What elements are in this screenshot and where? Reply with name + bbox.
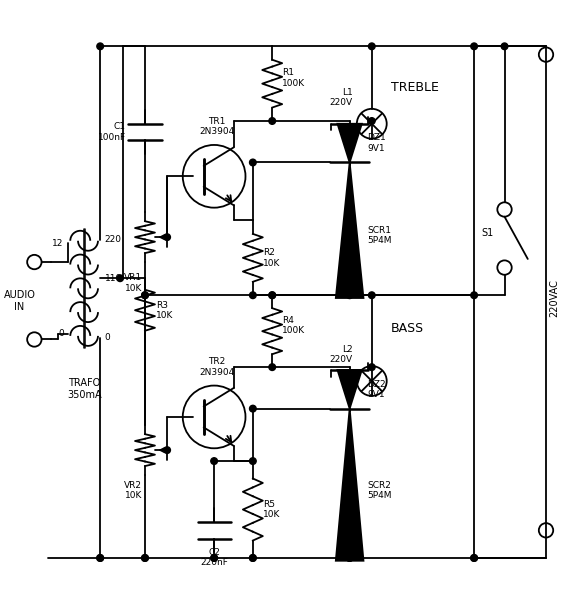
- Text: DZ2
9V1: DZ2 9V1: [367, 380, 386, 399]
- Text: SCR1
5P4M: SCR1 5P4M: [367, 226, 392, 246]
- Circle shape: [368, 364, 375, 371]
- Circle shape: [164, 234, 170, 240]
- Circle shape: [471, 292, 477, 299]
- Text: TRAFO
350mA: TRAFO 350mA: [67, 378, 102, 400]
- Text: R5
10K: R5 10K: [263, 500, 280, 519]
- Text: DZ1
9V1: DZ1 9V1: [367, 134, 386, 153]
- Circle shape: [211, 555, 218, 561]
- Text: C2
220nF: C2 220nF: [200, 548, 228, 567]
- Circle shape: [269, 364, 276, 371]
- Polygon shape: [336, 409, 363, 561]
- Circle shape: [142, 292, 148, 299]
- Text: AUDIO
IN: AUDIO IN: [3, 290, 36, 312]
- Text: 0: 0: [58, 329, 64, 338]
- Text: 12: 12: [52, 238, 64, 247]
- Text: TREBLE: TREBLE: [391, 81, 439, 94]
- Text: BASS: BASS: [391, 322, 424, 335]
- Circle shape: [249, 555, 256, 561]
- Circle shape: [249, 458, 256, 464]
- Text: VR2
10K: VR2 10K: [124, 480, 142, 500]
- Text: R1
100K: R1 100K: [282, 69, 305, 88]
- Circle shape: [211, 555, 218, 561]
- Circle shape: [471, 555, 477, 561]
- Circle shape: [501, 43, 508, 49]
- Polygon shape: [337, 370, 362, 409]
- Circle shape: [117, 275, 124, 281]
- Text: R2
10K: R2 10K: [263, 248, 280, 268]
- Text: 220: 220: [104, 235, 122, 244]
- Circle shape: [249, 405, 256, 412]
- Circle shape: [471, 43, 477, 49]
- Circle shape: [346, 555, 353, 561]
- Text: 110: 110: [104, 274, 122, 283]
- Circle shape: [368, 117, 375, 125]
- Text: TR2
2N3904: TR2 2N3904: [199, 357, 235, 377]
- Text: C1
100nF: C1 100nF: [98, 122, 126, 142]
- Text: 0: 0: [104, 333, 111, 342]
- Circle shape: [346, 292, 353, 299]
- Circle shape: [164, 447, 170, 454]
- Circle shape: [269, 292, 276, 299]
- Circle shape: [97, 43, 104, 49]
- Text: SCR2
5P4M: SCR2 5P4M: [367, 480, 392, 500]
- Text: TR1
2N3904: TR1 2N3904: [199, 117, 235, 136]
- Text: L1
220V: L1 220V: [329, 88, 352, 107]
- Circle shape: [211, 458, 218, 464]
- Circle shape: [97, 555, 104, 561]
- Circle shape: [249, 159, 256, 166]
- Text: VR1
10K: VR1 10K: [124, 273, 142, 293]
- Text: 220VAC: 220VAC: [549, 279, 559, 317]
- Polygon shape: [337, 124, 362, 163]
- Circle shape: [269, 117, 276, 125]
- Circle shape: [142, 292, 148, 299]
- Circle shape: [142, 555, 148, 561]
- Text: S1: S1: [481, 228, 494, 238]
- Circle shape: [269, 292, 276, 299]
- Circle shape: [346, 555, 353, 561]
- Text: R4
100K: R4 100K: [282, 316, 305, 336]
- Circle shape: [368, 292, 375, 299]
- Circle shape: [142, 555, 148, 561]
- Polygon shape: [336, 163, 363, 298]
- Circle shape: [471, 555, 477, 561]
- Circle shape: [249, 292, 256, 299]
- Circle shape: [97, 555, 104, 561]
- Text: L2
220V: L2 220V: [329, 345, 352, 364]
- Circle shape: [368, 43, 375, 49]
- Text: R3
10K: R3 10K: [156, 300, 173, 320]
- Circle shape: [249, 555, 256, 561]
